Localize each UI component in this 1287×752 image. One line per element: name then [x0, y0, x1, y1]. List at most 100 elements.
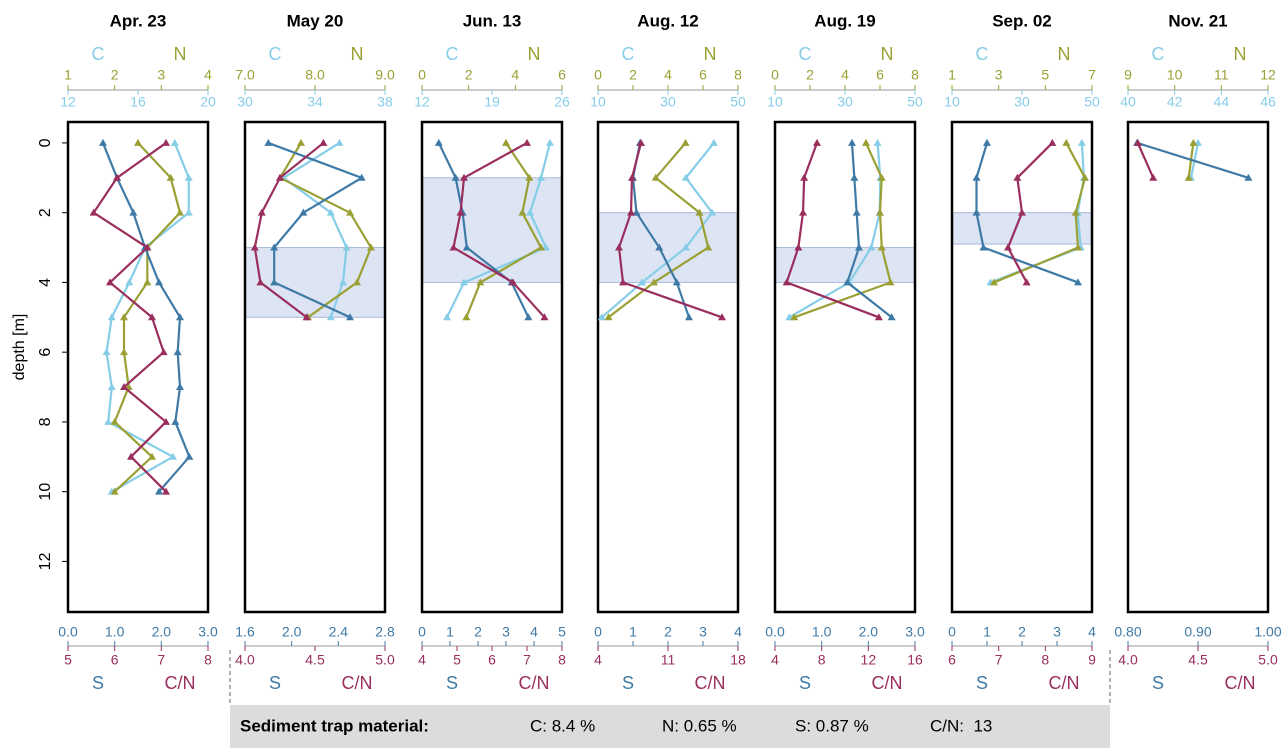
- marker: [434, 138, 443, 146]
- x-tick-label: 1: [629, 624, 637, 640]
- marker: [850, 173, 859, 181]
- marker: [638, 278, 647, 286]
- x-tick-label: 8: [204, 652, 212, 668]
- axis-name: S: [269, 673, 281, 693]
- axis-name: C/N: [1049, 673, 1080, 693]
- marker: [451, 173, 460, 181]
- marker: [270, 278, 279, 286]
- marker: [523, 138, 531, 146]
- marker: [1062, 138, 1071, 146]
- profile-line: [785, 142, 880, 319]
- marker: [979, 243, 988, 251]
- marker: [628, 173, 636, 181]
- marker: [1149, 173, 1158, 181]
- marker: [89, 208, 98, 216]
- x-tick-label: 2: [111, 67, 119, 83]
- marker: [1022, 278, 1031, 286]
- axis-name: C/N: [695, 673, 726, 693]
- x-tick-label: 5: [1041, 67, 1049, 83]
- x-tick-label: 2.0: [859, 624, 879, 640]
- marker: [120, 348, 128, 356]
- profile-line: [465, 142, 543, 318]
- x-tick-label: 12: [414, 94, 430, 110]
- marker: [155, 278, 163, 286]
- panel-title: Sep. 02: [992, 11, 1052, 30]
- x-tick-label: 5: [558, 624, 566, 640]
- axis-name: N: [704, 44, 717, 64]
- profile-line: [253, 142, 325, 319]
- marker: [176, 208, 184, 216]
- x-tick-label: 6: [558, 67, 566, 83]
- marker: [110, 487, 119, 495]
- marker: [184, 208, 193, 216]
- marker: [681, 173, 690, 181]
- marker: [695, 208, 704, 216]
- x-tick-label: 6: [488, 652, 496, 668]
- x-tick-label: 9: [1088, 652, 1096, 668]
- marker: [873, 138, 882, 146]
- marker: [456, 208, 465, 216]
- marker: [346, 313, 354, 321]
- marker: [143, 278, 152, 286]
- x-tick-label: 11: [661, 652, 676, 668]
- marker: [650, 278, 658, 286]
- marker: [704, 243, 713, 251]
- x-tick-label: 0: [418, 624, 426, 640]
- x-tick-label: 0.90: [1184, 624, 1211, 640]
- axis-name: C: [799, 44, 812, 64]
- marker: [672, 278, 681, 286]
- profile-line: [452, 141, 546, 319]
- x-tick-label: 8: [911, 67, 919, 83]
- x-tick-label: 11: [1214, 67, 1229, 83]
- panel-frame: [596, 120, 740, 614]
- x-tick-label: 50: [730, 94, 746, 110]
- marker: [1071, 208, 1080, 216]
- axis-name: C/N: [165, 673, 196, 693]
- x-tick-label: 2.4: [329, 624, 349, 640]
- marker: [990, 278, 998, 286]
- x-tick-label: 4.0: [1118, 652, 1138, 668]
- marker: [462, 243, 471, 251]
- marker: [887, 313, 896, 321]
- axis-name: N: [1234, 44, 1247, 64]
- marker: [655, 243, 664, 251]
- profile-line: [446, 142, 552, 318]
- marker: [972, 173, 981, 181]
- marker: [250, 243, 259, 251]
- profile-line: [267, 141, 365, 319]
- marker: [708, 208, 717, 216]
- x-tick-label: 2: [806, 67, 814, 83]
- marker: [264, 138, 273, 146]
- x-tick-label: 2.8: [375, 624, 395, 640]
- marker: [1184, 173, 1193, 181]
- x-tick-label: 1.0: [105, 624, 125, 640]
- marker: [460, 278, 468, 286]
- marker: [299, 208, 308, 216]
- marker: [852, 208, 861, 216]
- marker: [604, 313, 613, 321]
- x-tick-label: 2: [1018, 624, 1026, 640]
- marker: [134, 138, 142, 146]
- marker: [1077, 138, 1086, 146]
- x-tick-label: 12: [60, 94, 76, 110]
- marker: [502, 138, 510, 146]
- panel-title: Apr. 23: [110, 11, 167, 30]
- x-tick-label: 1.0: [812, 624, 832, 640]
- marker: [972, 208, 981, 216]
- y-tick-label: 0: [37, 138, 54, 147]
- x-tick-label: 19: [484, 94, 500, 110]
- x-tick-label: 30: [837, 94, 853, 110]
- x-tick-label: 3: [995, 67, 1003, 83]
- x-tick-label: 4: [841, 67, 849, 83]
- marker: [176, 383, 184, 391]
- x-tick-label: 50: [907, 94, 923, 110]
- x-tick-label: 10: [767, 94, 783, 110]
- marker: [632, 208, 641, 216]
- marker: [1244, 173, 1253, 181]
- marker: [367, 243, 375, 251]
- shaded-layer: [951, 212, 1093, 245]
- x-tick-label: 6: [111, 652, 119, 668]
- marker: [113, 173, 121, 181]
- marker: [509, 278, 517, 286]
- x-tick-label: 3.0: [198, 624, 218, 640]
